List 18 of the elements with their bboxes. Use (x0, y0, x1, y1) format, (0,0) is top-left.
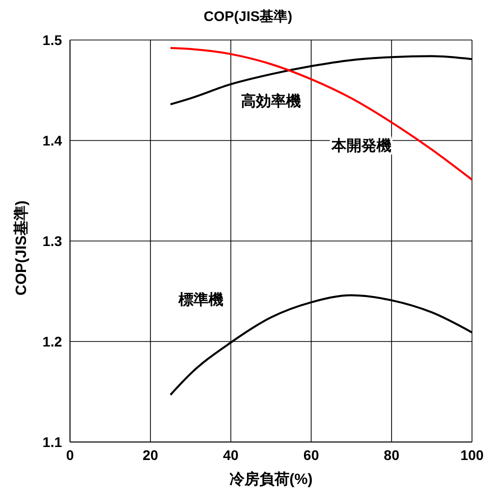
x-axis-title: 冷房負荷(%) (229, 470, 313, 488)
y-tick-label: 1.2 (42, 333, 62, 350)
y-tick-label: 1.4 (42, 132, 62, 148)
x-tick-label: 60 (303, 446, 320, 463)
text: 標準機 (177, 292, 224, 309)
series-label: 本開発機 (330, 137, 392, 154)
x-tick-label: 100 (460, 446, 484, 463)
x-tick-label: 80 (384, 446, 400, 463)
y-tick-label: 1.3 (42, 232, 62, 249)
x-tick-label: 40 (223, 446, 239, 463)
x-tick-label: 0 (66, 446, 74, 463)
y-tick-label: 1.5 (42, 32, 62, 48)
chart-title: COP(JIS基準) (202, 8, 294, 26)
x-tick-label: 20 (142, 446, 158, 463)
y-axis-title: COP(JIS基準) (13, 200, 30, 296)
line-series (170, 47, 472, 181)
y-tick-label: 1.1 (42, 434, 62, 450)
series-label: 高効率機 (241, 92, 301, 110)
